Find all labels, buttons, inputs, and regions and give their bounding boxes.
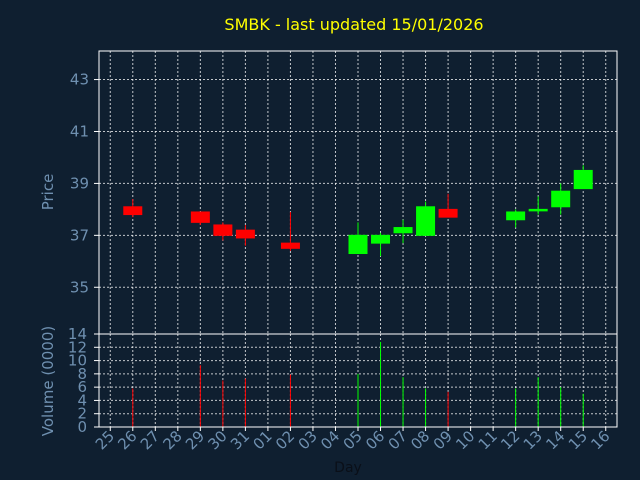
- candle-body: [573, 169, 593, 190]
- volume-axis-title: Volume (0000): [39, 326, 57, 436]
- candle-body: [438, 208, 458, 218]
- candle-body: [506, 211, 526, 221]
- candle-body: [123, 206, 143, 216]
- candle-body: [528, 208, 548, 212]
- volume-tick-label: 10: [68, 352, 87, 370]
- candle-body: [235, 229, 255, 239]
- price-tick-label: 43: [70, 71, 89, 89]
- volume-tick-label: 4: [77, 391, 87, 409]
- volume-tick-label: 12: [68, 338, 87, 356]
- volume-bars: [132, 341, 584, 427]
- candle-body: [213, 224, 233, 236]
- candles: [123, 165, 593, 257]
- volume-tick-label: 6: [77, 378, 87, 396]
- price-tick-label: 41: [70, 122, 89, 140]
- candle-body: [190, 211, 210, 223]
- price-axis-title: Price: [39, 174, 57, 211]
- price-tick-label: 37: [70, 226, 89, 244]
- price-tick-label: 35: [70, 278, 89, 296]
- candle-body: [371, 234, 391, 244]
- x-axis-title: Day: [334, 460, 362, 476]
- price-axis-ticks: 35 37 39 41 43: [70, 71, 99, 296]
- volume-tick-label: 14: [68, 325, 87, 343]
- candle-body: [416, 206, 436, 236]
- candle-body: [393, 227, 413, 234]
- candle-body: [551, 190, 571, 208]
- x-tick-label: 16: [587, 427, 613, 453]
- candle-body: [348, 234, 368, 255]
- price-grid: [99, 51, 617, 334]
- x-axis-ticks: 2526272829303101020304050607080910111213…: [92, 427, 614, 453]
- chart-title: SMBK - last updated 15/01/2026: [224, 15, 483, 34]
- candle-body: [280, 242, 300, 249]
- volume-tick-label: 0: [77, 418, 87, 436]
- volume-tick-label: 2: [77, 405, 87, 423]
- price-tick-label: 39: [70, 174, 89, 192]
- volume-tick-label: 8: [77, 365, 87, 383]
